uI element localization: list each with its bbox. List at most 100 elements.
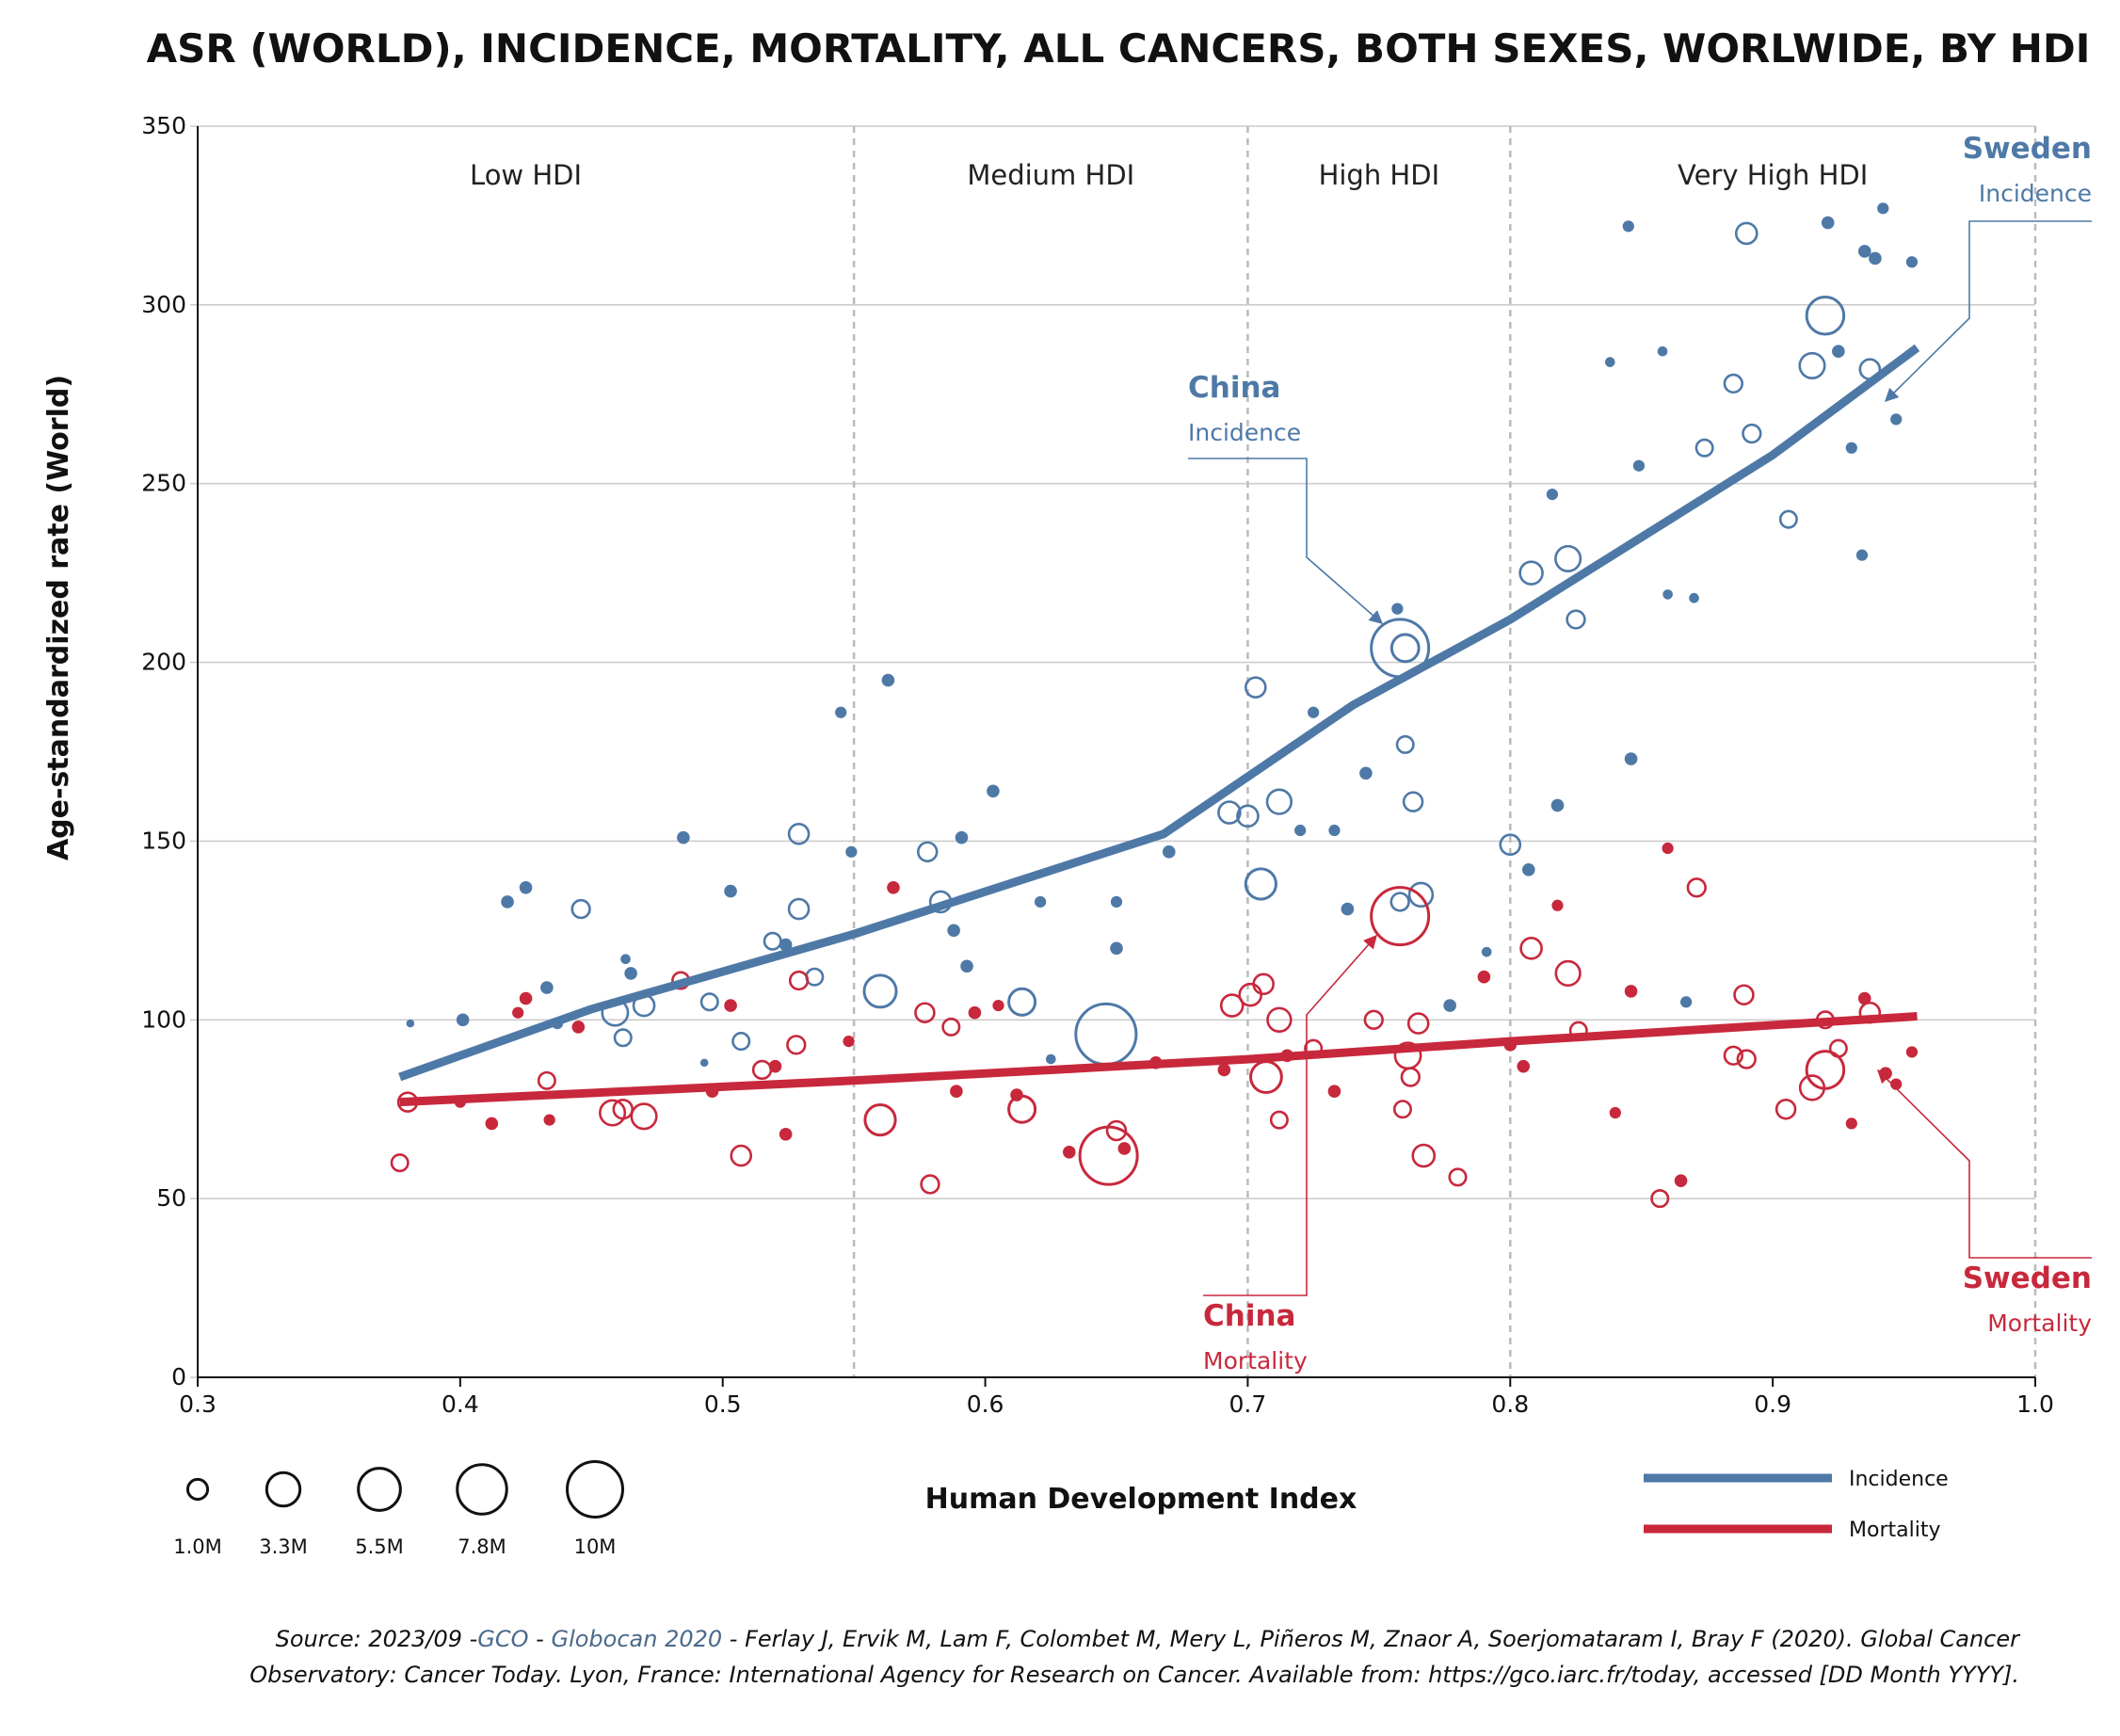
incidence-point xyxy=(779,938,793,952)
mortality-point xyxy=(1736,1049,1757,1069)
annotation-title: Sweden xyxy=(1963,132,2092,166)
size-legend-circle xyxy=(456,1463,508,1516)
mortality-point xyxy=(1327,1085,1341,1099)
incidence-point xyxy=(540,981,554,994)
y-tick-label: 50 xyxy=(156,1184,186,1212)
size-legend-label: 3.3M xyxy=(259,1535,308,1558)
size-legend-label: 7.8M xyxy=(458,1535,506,1558)
mortality-point xyxy=(519,991,533,1005)
incidence-point xyxy=(677,830,690,844)
incidence-point xyxy=(1110,895,1123,908)
incidence-point xyxy=(1217,800,1242,825)
mortality-point xyxy=(786,1035,807,1055)
mortality-point xyxy=(1238,982,1263,1007)
mortality-point xyxy=(968,1005,982,1020)
hdi-band-dividers: Low HDI Medium HDI High HDI Very High HDI xyxy=(470,126,2037,1377)
mortality-point xyxy=(1477,970,1491,984)
mortality-point xyxy=(724,999,737,1012)
incidence-point xyxy=(1236,804,1260,828)
incidence-points xyxy=(406,202,1919,1068)
size-legend: 1.0M 3.3M 5.5M 7.8M 10M xyxy=(173,1460,624,1558)
incidence-point xyxy=(624,967,637,980)
incidence-point xyxy=(1518,560,1544,586)
annotation-subtitle: Mortality xyxy=(1203,1347,1308,1374)
incidence-point xyxy=(1389,892,1410,912)
incidence-point xyxy=(570,898,591,920)
hdi-band-label: Very High HDI xyxy=(1678,159,1868,191)
mortality-point xyxy=(599,1099,627,1127)
incidence-point xyxy=(881,673,895,687)
mortality-point xyxy=(1217,1063,1231,1077)
y-tick-label: 150 xyxy=(141,827,186,854)
incidence-point xyxy=(1723,373,1743,394)
incidence-point xyxy=(613,1028,633,1048)
color-legend: Incidence Mortality xyxy=(1644,1468,1949,1542)
incidence-point xyxy=(1550,798,1565,812)
incidence-point xyxy=(1110,941,1123,956)
mortality-point xyxy=(1624,985,1638,998)
mortality-point xyxy=(390,1153,410,1173)
incidence-point xyxy=(1778,509,1798,529)
incidence-point xyxy=(835,706,847,718)
incidence-point xyxy=(1622,220,1634,233)
incidence-point xyxy=(1624,752,1638,765)
legend-label-incidence: Incidence xyxy=(1849,1468,1949,1491)
trend-lines xyxy=(398,344,1920,1107)
mortality-point xyxy=(612,1098,634,1120)
incidence-point xyxy=(699,992,719,1012)
mortality-point xyxy=(1890,1078,1903,1090)
annotation-leader-line xyxy=(1188,458,1384,624)
mortality-point xyxy=(630,1102,658,1131)
incidence-point xyxy=(1443,999,1456,1012)
incidence-point xyxy=(1742,423,1762,444)
incidence-point xyxy=(1845,442,1857,454)
incidence-point xyxy=(1035,895,1047,908)
mortality-point xyxy=(1219,993,1245,1018)
annotation-title: China xyxy=(1188,371,1280,405)
y-tick-label: 0 xyxy=(171,1363,186,1390)
mortality-point xyxy=(485,1117,499,1131)
mortality-point xyxy=(1775,1098,1797,1120)
source-gco: GCO xyxy=(477,1626,529,1652)
mortality-points xyxy=(390,842,1919,1209)
annotation-leader-line xyxy=(1876,1069,2092,1259)
mortality-point xyxy=(950,1085,963,1099)
size-legend-circle xyxy=(265,1471,302,1508)
x-tick-label: 0.9 xyxy=(1754,1390,1791,1418)
y-axis-title: Age-standardized rate (World) xyxy=(42,375,75,860)
mortality-point xyxy=(1674,1174,1688,1187)
mortality-point xyxy=(512,1006,524,1019)
mortality-point xyxy=(751,1059,773,1081)
incidence-point xyxy=(787,823,811,845)
source-separator: - xyxy=(528,1626,552,1652)
y-tick-label: 250 xyxy=(141,470,186,497)
x-tick-label: 0.8 xyxy=(1491,1390,1529,1418)
mortality-point xyxy=(543,1114,555,1126)
mortality-point xyxy=(1411,1143,1437,1168)
annotation-leader-line xyxy=(1884,220,2092,403)
mortality-point xyxy=(1105,1119,1128,1142)
mortality-point xyxy=(863,1103,897,1137)
mortality-point xyxy=(920,1174,940,1195)
incidence-point xyxy=(1395,734,1415,754)
incidence-point xyxy=(1265,788,1293,815)
incidence-point xyxy=(1657,346,1668,357)
annotation-title: China xyxy=(1203,1299,1295,1333)
mortality-point xyxy=(1062,1145,1076,1159)
mortality-point xyxy=(1650,1189,1670,1209)
mortality-point xyxy=(1805,1050,1846,1090)
mortality-point xyxy=(1519,937,1543,960)
x-tick-label: 0.6 xyxy=(967,1390,1004,1418)
mortality-point xyxy=(1905,1046,1919,1058)
mortality-point xyxy=(941,1017,961,1037)
incidence-point xyxy=(501,895,514,908)
hdi-band-label: Medium HDI xyxy=(967,159,1134,191)
incidence-point xyxy=(1855,549,1869,561)
incidence-point xyxy=(1328,824,1341,837)
incidence-point xyxy=(960,959,973,973)
size-legend-label: 1.0M xyxy=(173,1535,222,1558)
incidence-point xyxy=(947,924,960,938)
mortality-point xyxy=(1007,1094,1037,1124)
source-globocan: Globocan 2020 xyxy=(551,1626,723,1652)
incidence-point xyxy=(1805,295,1846,336)
